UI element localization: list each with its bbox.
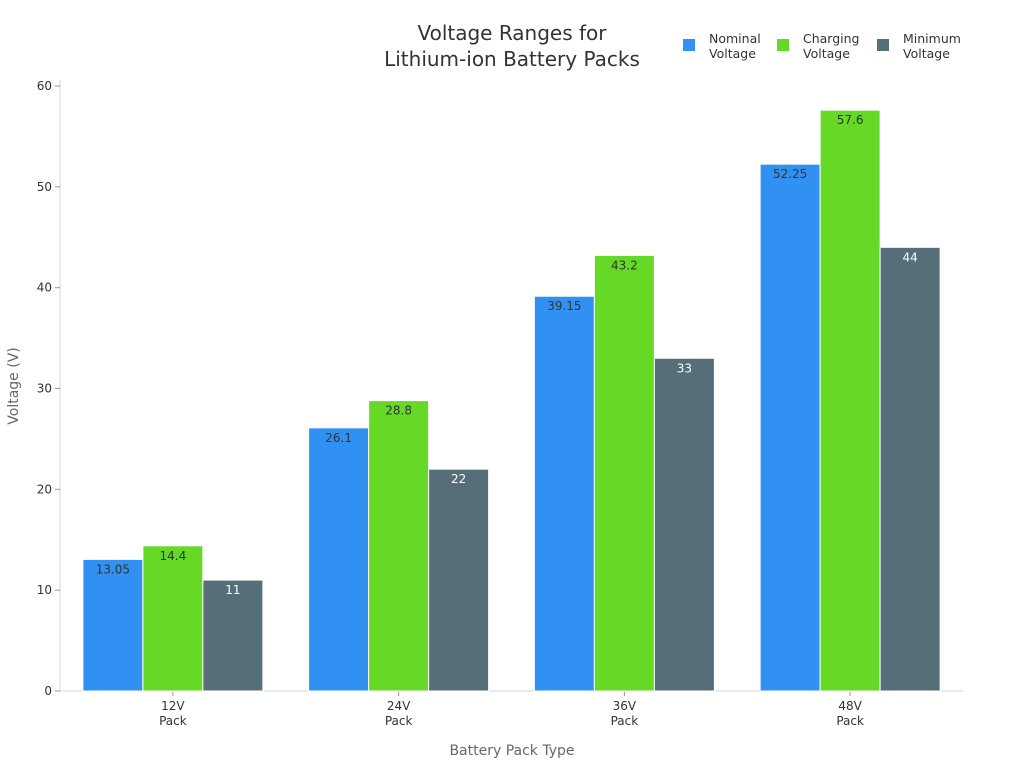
legend-label-nominal: Nominal Voltage	[709, 31, 761, 61]
x-tick-label: 36V	[613, 699, 637, 713]
legend-label-charging: Charging Voltage	[803, 31, 860, 61]
y-tick-label: 30	[37, 382, 52, 396]
x-tick-label: Pack	[611, 714, 639, 728]
x-tick-label: Pack	[385, 714, 413, 728]
y-tick-label: 20	[37, 482, 52, 496]
x-tick-label: 12V	[161, 699, 185, 713]
y-axis-title: Voltage (V)	[6, 347, 22, 424]
data-label: 33	[677, 361, 692, 375]
data-label: 14.4	[160, 549, 187, 563]
legend-swatch-nominal	[683, 39, 695, 51]
bar-0-3	[759, 163, 821, 692]
data-label: 26.1	[325, 431, 352, 445]
data-label: 13.05	[96, 562, 130, 576]
y-tick-label: 10	[37, 583, 52, 597]
data-label: 39.15	[547, 299, 581, 313]
bar-1-2	[593, 254, 655, 692]
data-label: 11	[225, 583, 240, 597]
legend-swatch-minimum	[877, 39, 889, 51]
y-tick-label: 0	[44, 684, 52, 698]
y-tick-label: 60	[37, 79, 52, 93]
chart-title-line-2: Lithium-ion Battery Packs	[384, 47, 640, 71]
data-label: 57.6	[837, 113, 864, 127]
bar-1-3	[819, 109, 881, 692]
legend-label-minimum: Minimum Voltage	[903, 31, 961, 61]
bar-0-1	[308, 427, 370, 692]
data-label: 52.25	[773, 167, 807, 181]
bar-0-2	[533, 295, 595, 692]
y-tick-label: 40	[37, 281, 52, 295]
x-tick-label: 48V	[838, 699, 862, 713]
bar-2-3	[879, 246, 941, 692]
data-label: 44	[902, 250, 917, 264]
bar-0-0	[82, 558, 144, 692]
bar-2-2	[653, 357, 715, 692]
data-label: 28.8	[385, 404, 412, 418]
data-label: 43.2	[611, 258, 638, 272]
bar-2-0	[202, 579, 264, 692]
x-tick-label: 24V	[387, 699, 411, 713]
legend-swatch-charging	[777, 39, 789, 51]
bar-2-1	[428, 468, 490, 692]
y-tick-label: 50	[37, 180, 52, 194]
x-tick-label: Pack	[836, 714, 864, 728]
x-axis-title: Battery Pack Type	[449, 743, 574, 759]
x-tick-label: Pack	[159, 714, 187, 728]
data-label: 22	[451, 472, 466, 486]
bar-1-0	[142, 545, 204, 692]
bar-1-1	[368, 400, 430, 692]
chart-title-line-1: Voltage Ranges for	[417, 21, 607, 45]
